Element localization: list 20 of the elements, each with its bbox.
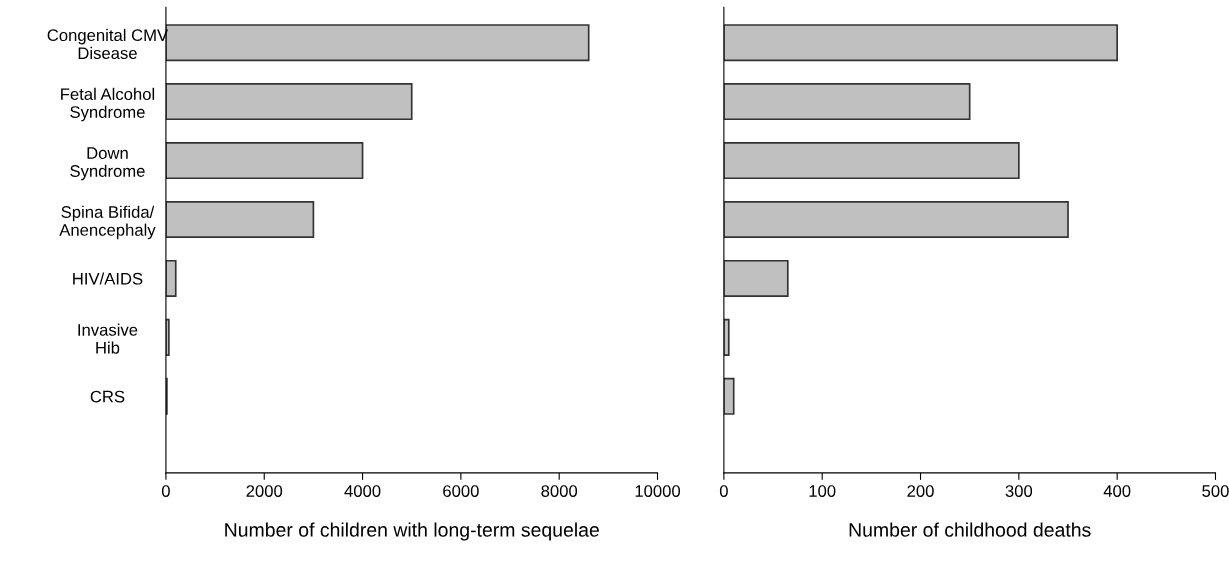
x-tick-label: 200 [907, 485, 934, 497]
x-tick-label: 500 [1202, 485, 1229, 497]
x-tick-label: 8000 [541, 485, 578, 497]
y-tick-label: Invasive Hib [78, 323, 138, 354]
x-axis-title: Number of childhood deaths [849, 522, 1091, 537]
y-tick-label: Fetal Alcohol Syndrome [61, 87, 155, 122]
x-tick-label: 6000 [443, 485, 479, 497]
y-tick-label: Spina Bifida/ Anencephaly [59, 205, 156, 240]
x-tick-label: 2000 [246, 485, 283, 497]
x-axis-title: Number of children with long-term sequelae [225, 522, 599, 541]
y-tick-label: HIV/AIDS [73, 272, 143, 285]
x-tick-label: 100 [809, 485, 836, 497]
x-tick-label: 0 [719, 485, 728, 497]
x-tick-label: 4000 [344, 485, 381, 497]
x-tick-label: 400 [1103, 485, 1131, 497]
x-tick-label: 0 [161, 485, 170, 497]
x-tick-label: 300 [1005, 485, 1033, 497]
x-tick-label: 10000 [635, 485, 681, 497]
y-tick-label: Down Syndrome [70, 147, 145, 181]
y-tick-label: CRS [90, 390, 125, 403]
